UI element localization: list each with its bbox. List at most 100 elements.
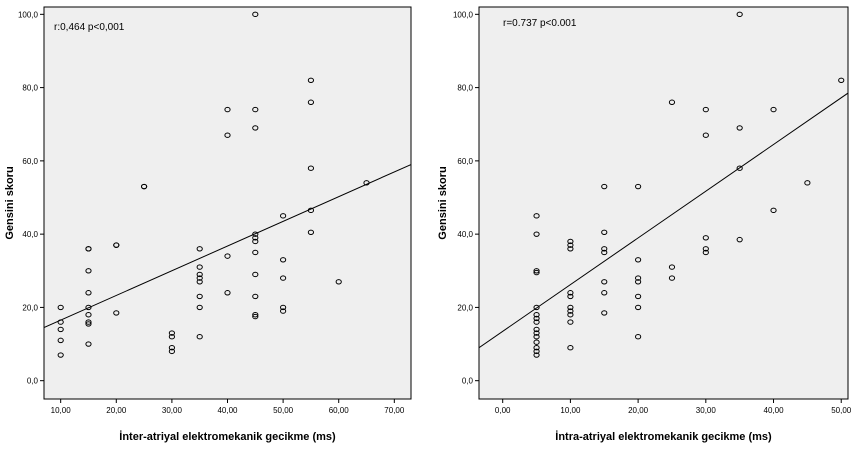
y-tick-label: 0,0	[27, 377, 39, 386]
data-point	[567, 242, 574, 248]
data-point	[736, 236, 743, 243]
data-point	[668, 275, 676, 281]
data-point	[85, 312, 92, 318]
data-point	[168, 330, 175, 336]
data-point	[252, 312, 259, 318]
x-tick-label: 30,00	[696, 406, 717, 415]
data-point	[307, 77, 315, 83]
data-point	[533, 319, 540, 325]
x-tick-label: 50,00	[831, 406, 852, 415]
x-tick-label: 10,00	[51, 406, 72, 415]
data-point	[85, 321, 92, 327]
plot-area	[478, 6, 849, 400]
y-tick-label: 60,0	[22, 157, 38, 166]
data-point	[635, 257, 642, 263]
data-point	[168, 348, 175, 355]
data-point	[85, 319, 92, 325]
data-point	[567, 238, 574, 245]
y-tick-label: 40,0	[457, 230, 473, 239]
data-point	[770, 207, 777, 214]
data-point	[770, 106, 777, 113]
data-point	[280, 308, 287, 314]
data-point	[635, 279, 642, 285]
x-tick-label: 0,00	[495, 406, 511, 415]
y-tick-label: 60,0	[457, 157, 473, 166]
data-point	[196, 264, 203, 270]
data-point	[736, 125, 743, 131]
data-point	[668, 99, 676, 105]
data-point	[85, 246, 92, 252]
data-point	[804, 180, 811, 186]
data-point	[533, 334, 540, 340]
x-tick-label: 70,00	[384, 406, 405, 415]
data-point	[252, 293, 259, 300]
data-point	[196, 293, 203, 300]
y-tick-label: 20,0	[457, 303, 473, 312]
data-point	[280, 304, 287, 311]
data-point	[635, 293, 642, 300]
data-point	[224, 253, 231, 259]
y-tick-label: 100,0	[18, 10, 39, 19]
data-point	[140, 183, 148, 190]
data-point	[196, 334, 203, 340]
data-point	[567, 312, 574, 318]
data-point	[252, 231, 259, 237]
data-point	[196, 246, 203, 252]
data-point	[57, 319, 64, 325]
data-point	[668, 264, 676, 270]
data-point	[57, 304, 64, 311]
data-point	[838, 77, 845, 83]
data-point	[567, 246, 574, 252]
data-point	[533, 352, 540, 358]
data-point	[168, 345, 175, 351]
correlation-annotation: r=0.737 p<0.001	[503, 18, 577, 29]
data-point	[252, 235, 259, 241]
data-point	[252, 106, 259, 113]
data-point	[635, 183, 642, 190]
data-point	[57, 326, 64, 333]
data-point	[533, 330, 540, 336]
data-point	[85, 290, 92, 296]
y-tick-label: 80,0	[457, 84, 473, 93]
data-point	[601, 249, 608, 256]
data-point	[736, 11, 743, 18]
data-point	[168, 334, 175, 340]
data-point	[252, 313, 259, 320]
data-point	[601, 183, 608, 190]
plot-area	[43, 6, 412, 400]
data-point	[85, 304, 92, 311]
y-tick-label: 40,0	[22, 230, 38, 239]
x-tick-label: 30,00	[162, 406, 183, 415]
x-axis-title: İnter-atriyal elektromekanik gecikme (ms…	[119, 430, 336, 443]
data-point	[335, 279, 342, 285]
data-point	[635, 275, 642, 281]
data-point	[702, 235, 709, 241]
data-point	[567, 345, 574, 351]
data-point	[57, 337, 64, 344]
data-point	[533, 348, 540, 355]
data-point	[567, 308, 574, 314]
data-point	[85, 341, 92, 347]
data-point	[113, 242, 120, 248]
x-tick-label: 50,00	[273, 406, 294, 415]
data-point	[601, 310, 608, 316]
x-tick-label: 40,00	[764, 406, 785, 415]
data-point	[567, 304, 574, 311]
regression-line	[44, 164, 411, 329]
data-point	[601, 246, 608, 252]
data-point	[533, 315, 540, 322]
data-point	[533, 345, 540, 351]
data-point	[635, 304, 642, 311]
x-tick-label: 60,00	[329, 406, 350, 415]
y-axis-title: Gensini skoru	[4, 166, 16, 239]
data-point	[224, 106, 231, 113]
regression-line	[479, 92, 848, 349]
data-point	[533, 326, 540, 333]
y-tick-label: 0,0	[462, 377, 474, 386]
x-tick-label: 20,00	[106, 406, 127, 415]
x-tick-label: 10,00	[560, 406, 581, 415]
data-point	[307, 165, 315, 171]
data-point	[567, 319, 574, 325]
y-tick-label: 20,0	[22, 303, 38, 312]
